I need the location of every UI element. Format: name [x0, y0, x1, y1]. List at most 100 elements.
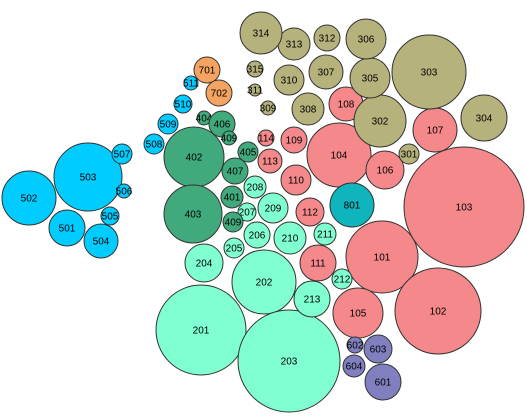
- bubble: [53, 142, 123, 212]
- bubble-label: 302: [372, 117, 389, 128]
- bubble: [237, 309, 341, 413]
- bubble: [221, 157, 249, 185]
- bubble: [157, 113, 179, 135]
- bubble-label: 308: [300, 105, 317, 116]
- bubble-label: 213: [304, 295, 321, 306]
- bubble-label: 108: [338, 100, 355, 111]
- bubble-label: 301: [401, 150, 418, 161]
- bubble-label: 304: [476, 114, 493, 125]
- bubble-label: 202: [256, 278, 273, 289]
- bubble: [280, 164, 312, 196]
- bubble-label: 505: [102, 212, 119, 223]
- bubble-label: 501: [59, 224, 76, 235]
- bubble-label: 603: [370, 345, 387, 356]
- bubble-label: 510: [175, 100, 192, 111]
- bubble: [111, 143, 133, 165]
- bubble-label: 205: [226, 244, 243, 255]
- bubble: [143, 133, 165, 155]
- bubble: [48, 209, 86, 247]
- bubble: [299, 244, 337, 282]
- bubble-label: 208: [247, 183, 264, 194]
- bubble: [257, 148, 283, 174]
- bubble: [193, 56, 221, 84]
- bubble-label: 504: [93, 237, 110, 248]
- bubble: [237, 141, 259, 163]
- bubble-label: 402: [186, 153, 203, 164]
- bubble-label: 409: [225, 218, 242, 229]
- bubble-label: 314: [253, 29, 270, 40]
- bubble: [257, 192, 289, 224]
- bubble-label: 311: [247, 86, 263, 97]
- bubble-label: 502: [21, 194, 38, 205]
- bubble-label: 207: [239, 208, 256, 219]
- bubble-label: 313: [286, 40, 303, 51]
- bubble-label: 211: [317, 230, 333, 241]
- bubble-label: 312: [319, 34, 336, 45]
- bubble: [223, 237, 245, 259]
- bubble-label: 405: [240, 148, 257, 159]
- bubble-label: 110: [288, 176, 304, 187]
- bubble: [308, 54, 344, 90]
- bubble: [273, 221, 307, 255]
- bubble: [391, 34, 467, 110]
- bubble: [329, 182, 375, 228]
- bubble: [280, 126, 308, 154]
- bubble-label: 403: [185, 210, 202, 221]
- bubble: [345, 18, 387, 60]
- bubble-label: 306: [358, 35, 375, 46]
- bubble: [231, 249, 297, 315]
- bubble: [273, 64, 305, 96]
- bubble: [246, 60, 264, 78]
- bubble-label: 309: [260, 104, 277, 115]
- bubble-label: 103: [456, 203, 473, 214]
- bubble-label: 801: [344, 201, 361, 212]
- bubble: [222, 211, 244, 233]
- bubble-label: 508: [146, 140, 163, 151]
- bubble: [83, 223, 119, 259]
- bubble-label: 310: [281, 76, 298, 87]
- bubble: [221, 130, 237, 146]
- bubble: [293, 280, 331, 318]
- bubble: [243, 221, 271, 249]
- bubble: [260, 100, 276, 116]
- bubble: [342, 354, 366, 378]
- bubble: [363, 334, 393, 364]
- bubble: [313, 24, 341, 52]
- bubble: [243, 175, 267, 199]
- bubble: [460, 94, 508, 142]
- bubble: [237, 202, 257, 222]
- bubble-label: 409: [221, 134, 238, 145]
- bubble: [173, 94, 193, 114]
- bubble-label: 102: [430, 307, 447, 318]
- bubble-label: 104: [331, 151, 348, 162]
- bubble-label: 404: [196, 114, 213, 125]
- bubble: [155, 284, 247, 376]
- bubble-label: 307: [318, 68, 335, 79]
- bubble: [394, 267, 482, 355]
- bubble-label: 210: [282, 234, 299, 245]
- bubble-label: 702: [211, 89, 228, 100]
- bubble: [295, 197, 325, 227]
- bubble-label: 107: [427, 126, 444, 137]
- bubble-label: 507: [114, 150, 131, 161]
- bubble: [346, 336, 364, 354]
- bubble-label: 407: [227, 167, 244, 178]
- bubble-label: 113: [262, 157, 278, 168]
- bubble-label: 305: [362, 74, 379, 85]
- bubble: [1, 170, 57, 226]
- bubble: [291, 92, 325, 126]
- bubble-label: 506: [116, 187, 133, 198]
- bubble: [313, 222, 337, 246]
- bubble: [365, 150, 405, 190]
- bubble-label: 204: [196, 259, 213, 270]
- bubble: [345, 220, 419, 294]
- bubble-label: 105: [350, 309, 367, 320]
- bubble-label: 106: [377, 166, 394, 177]
- bubble-label: 114: [258, 134, 274, 145]
- bubble-label: 315: [247, 65, 264, 76]
- bubble: [239, 11, 283, 55]
- bubble-label: 401: [224, 193, 241, 204]
- bubble-label: 111: [310, 259, 326, 270]
- bubble: [163, 184, 223, 244]
